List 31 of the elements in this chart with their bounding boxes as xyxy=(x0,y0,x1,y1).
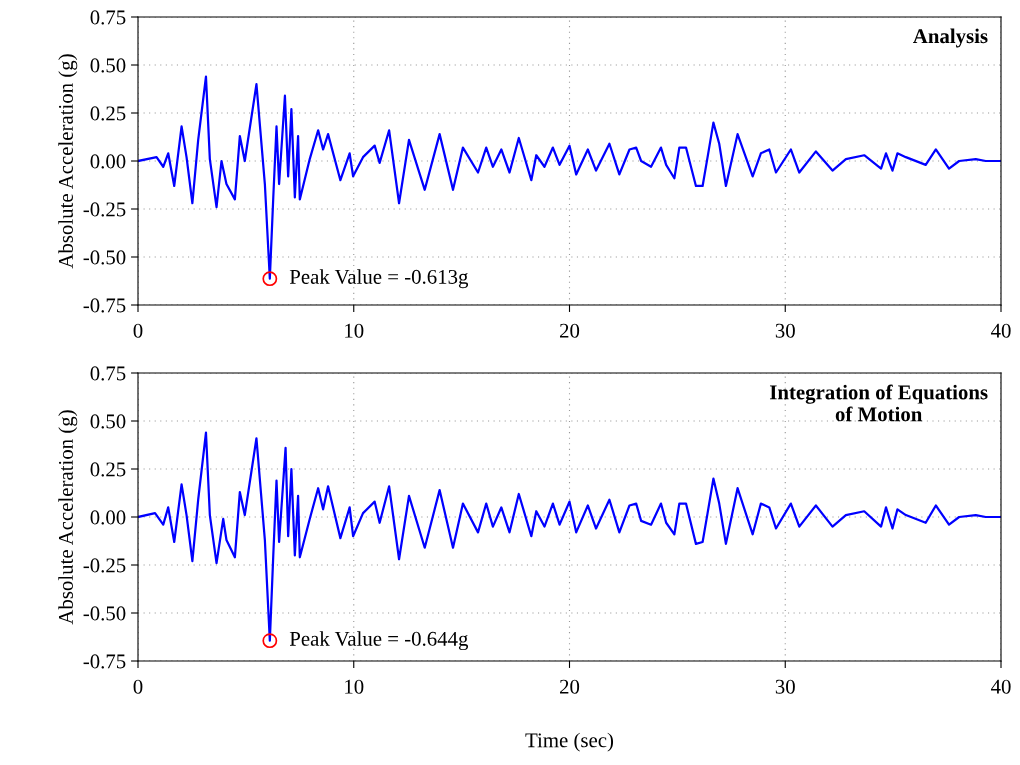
y-tick-label: 0.00 xyxy=(90,510,126,525)
x-tick-label: 20 xyxy=(560,679,580,694)
y-tick-label: 0.50 xyxy=(90,414,126,429)
y-tick-label: 0.25 xyxy=(90,462,126,477)
x-axis-title: Time (sec) xyxy=(525,732,614,752)
y-tick-label: 0.50 xyxy=(90,58,126,73)
y-tick-label: 0.25 xyxy=(90,106,126,121)
y-tick-label: 0.75 xyxy=(90,366,126,381)
x-tick-label: 10 xyxy=(345,323,364,338)
x-tick-label: 40 xyxy=(990,323,1011,338)
y-axis-title: Absolute Acceleration (g) xyxy=(58,54,78,269)
text: Analysis xyxy=(913,28,988,48)
y-axis-title: Absolute Acceleration (g) xyxy=(58,410,78,625)
y-tick-label: -0.50 xyxy=(83,606,126,621)
y-tick-label: -0.25 xyxy=(83,202,126,217)
y-tick-label: 0.00 xyxy=(90,154,126,169)
x-tick-label: 0 xyxy=(133,323,143,338)
annotation: Peak Value = -0.613g xyxy=(289,269,469,289)
x-tick-label: 20 xyxy=(560,323,580,338)
x-tick-label: 0 xyxy=(133,679,143,694)
y-tick-label: 0.75 xyxy=(90,10,126,25)
annotation: Peak Value = -0.644g xyxy=(289,631,469,651)
y-tick-label: -0.25 xyxy=(83,558,126,573)
x-tick-label: 10 xyxy=(345,679,364,694)
text: Integration of Equations of Motion xyxy=(769,384,988,422)
x-tick-label: 30 xyxy=(775,679,795,694)
x-tick-label: 40 xyxy=(990,679,1011,694)
y-tick-label: -0.50 xyxy=(83,250,126,265)
x-tick-label: 30 xyxy=(775,323,795,338)
y-tick-label: -0.75 xyxy=(83,654,126,669)
y-tick-label: -0.75 xyxy=(83,298,126,313)
